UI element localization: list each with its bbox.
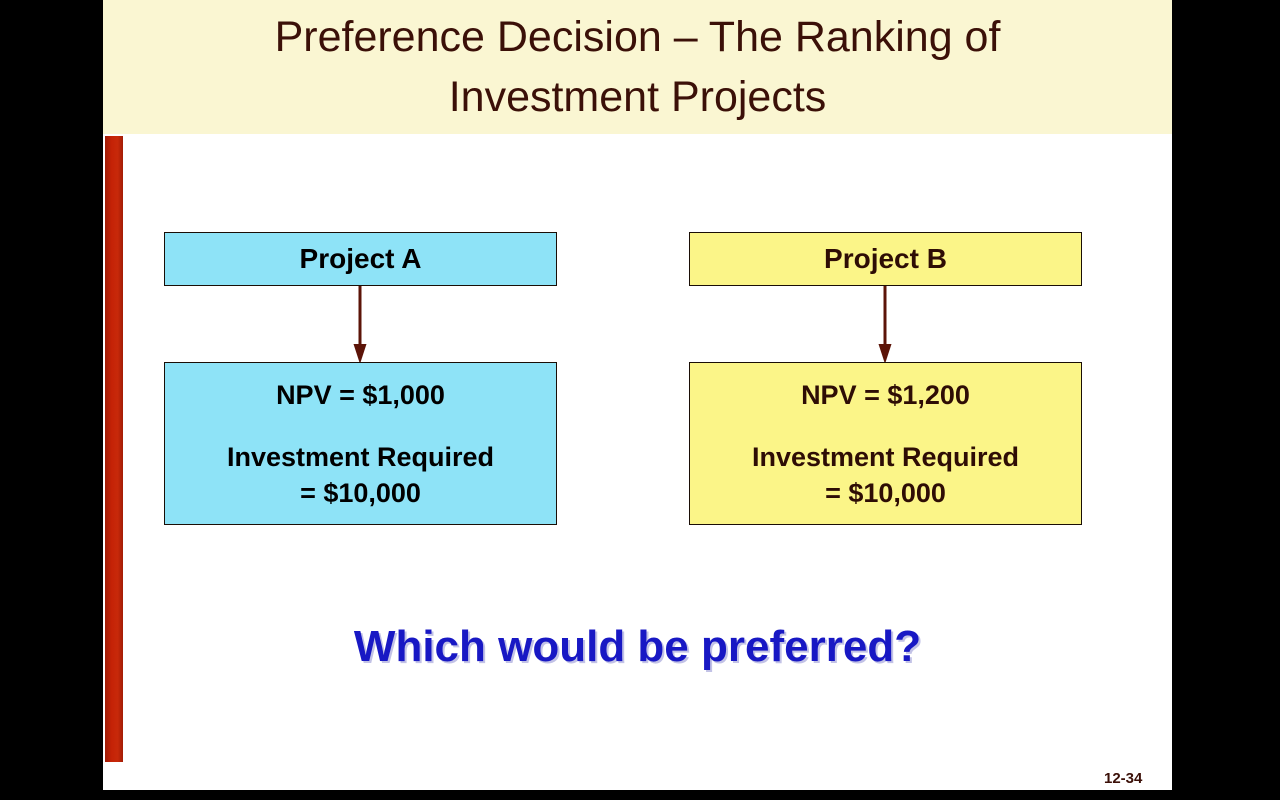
left-accent-bar [105,136,123,762]
arrow-down-icon-project-a [352,286,368,364]
project-b-detail-box: NPV = $1,200 Investment Required = $10,0… [689,362,1082,525]
project-b-header-box: Project B [689,232,1082,286]
title-banner: Preference Decision – The Ranking of Inv… [103,0,1172,134]
slide-number: 12-34 [1104,770,1143,787]
project-b-npv-label: NPV = $1,200 [801,379,970,410]
project-a-npv-label: NPV = $1,000 [276,379,445,410]
project-a-header-box: Project A [164,232,557,286]
project-a-investment-label: Investment Required = $10,000 [226,441,495,508]
project-a-header-label: Project A [299,243,422,274]
page-title: Preference Decision – The Ranking of Inv… [274,13,1001,121]
arrow-down-icon-project-b [877,286,893,364]
project-b-header-label: Project B [824,243,947,274]
project-a-detail-box: NPV = $1,000 Investment Required = $10,0… [164,362,557,525]
project-b-investment-label: Investment Required = $10,000 [751,441,1020,508]
question-prompt: Which would be preferred? [353,622,922,671]
